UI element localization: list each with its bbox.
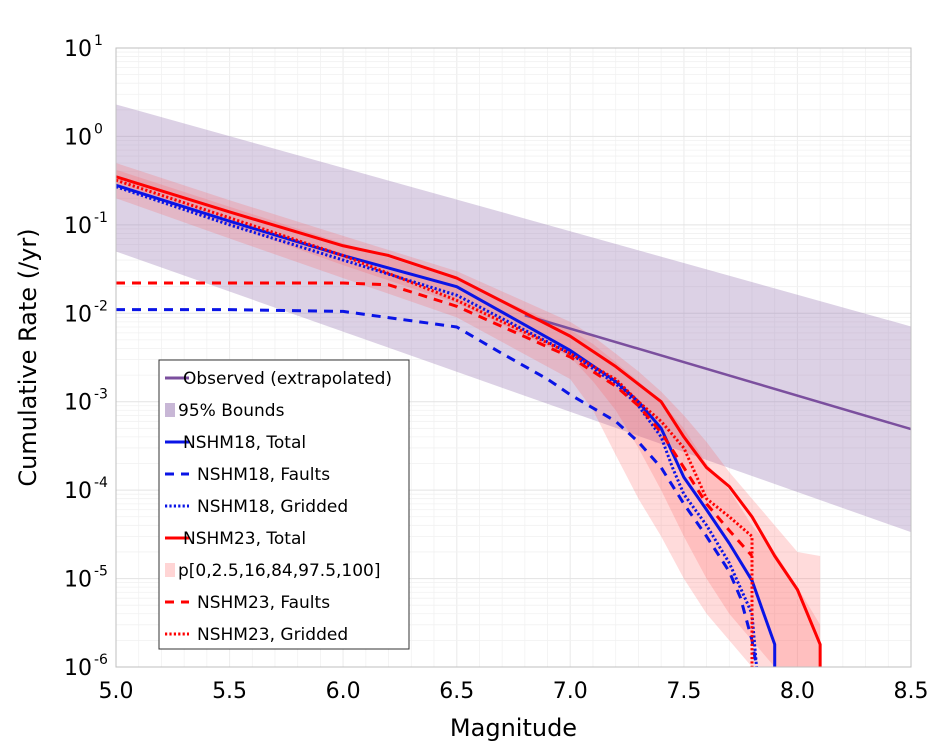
y-tick-label: 10: [64, 656, 92, 681]
legend-label: 95% Bounds: [178, 401, 285, 421]
x-axis-label: Magnitude: [450, 714, 577, 742]
y-tick-label: 10: [64, 479, 92, 504]
x-tick-label: 7.5: [666, 679, 701, 704]
y-axis-label: Cumulative Rate (/yr): [14, 228, 42, 486]
series-line: [115, 183, 777, 667]
legend-swatch: [165, 403, 175, 417]
y-tick-exponent: -6: [94, 652, 108, 668]
x-tick-label: 5.0: [99, 679, 134, 704]
series-line: [116, 281, 754, 557]
x-tick-label: 8.5: [894, 679, 929, 704]
y-tick-label: 10: [64, 37, 92, 62]
series-line: [115, 185, 759, 668]
y-tick-exponent: -4: [94, 475, 108, 491]
band: [116, 163, 821, 667]
legend-label: NSHM23, Faults: [197, 593, 330, 613]
x-tick-label: 5.5: [212, 679, 247, 704]
legend-label: NSHM23, Total: [183, 529, 306, 549]
y-tick-label: 10: [64, 302, 92, 327]
y-tick-label: 10: [64, 391, 92, 416]
y-tick-exponent: -5: [94, 564, 108, 580]
y-tick-exponent: -1: [94, 210, 108, 226]
legend-label: Observed (extrapolated): [183, 369, 392, 389]
y-tick-label: 10: [64, 568, 92, 593]
legend-box: [158, 359, 410, 650]
series-line: [524, 314, 912, 431]
legend-label: NSHM18, Gridded: [197, 497, 348, 517]
x-tick-label: 6.5: [439, 679, 474, 704]
series-line: [115, 175, 822, 667]
legend-label: NSHM18, Faults: [197, 465, 330, 485]
y-tick-exponent: 0: [94, 121, 103, 137]
band: [116, 169, 821, 668]
x-tick-labels: 5.0 5.5 6.0 6.5 7.0 7.5 8.0 8.5: [99, 679, 929, 704]
y-tick-label: 10: [64, 214, 92, 239]
x-tick-label: 6.0: [326, 679, 361, 704]
x-tick-label: 7.0: [553, 679, 588, 704]
y-tick-exponent: -3: [94, 387, 108, 403]
legend-swatch: [165, 563, 175, 577]
y-tick-exponent: 1: [94, 33, 103, 49]
legend: Observed (extrapolated) 95% Bounds NSHM18,…: [158, 359, 410, 650]
legend-label: NSHM18, Total: [183, 433, 306, 453]
series-line: [115, 178, 754, 667]
y-tick-label: 10: [64, 125, 92, 150]
plot-frame: [115, 47, 912, 668]
y-tick-exponent: -2: [94, 298, 108, 314]
legend-label: NSHM23, Gridded: [197, 625, 348, 645]
series-lines: [115, 175, 912, 668]
x-tick-label: 8.0: [780, 679, 815, 704]
legend-label: p[0,2.5,16,84,97.5,100]: [178, 561, 381, 581]
